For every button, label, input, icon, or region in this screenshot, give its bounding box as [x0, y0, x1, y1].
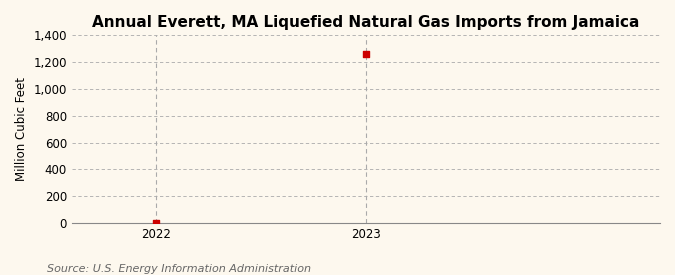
- Point: [151, 221, 161, 225]
- Point: [360, 52, 371, 56]
- Title: Annual Everett, MA Liquefied Natural Gas Imports from Jamaica: Annual Everett, MA Liquefied Natural Gas…: [92, 15, 640, 30]
- Y-axis label: Million Cubic Feet: Million Cubic Feet: [15, 77, 28, 181]
- Text: Source: U.S. Energy Information Administration: Source: U.S. Energy Information Administ…: [47, 264, 311, 274]
